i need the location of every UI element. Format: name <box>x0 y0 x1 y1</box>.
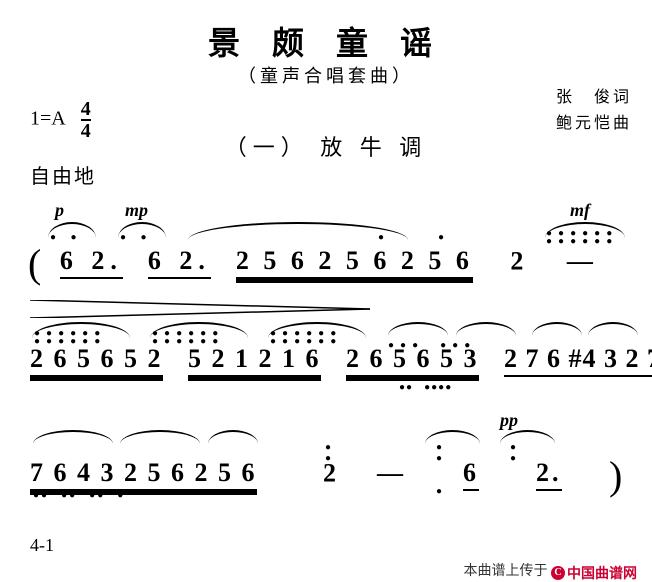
slur <box>500 430 555 444</box>
upload-label: 本曲谱上传于 <box>464 564 548 579</box>
dash: — <box>377 458 406 487</box>
lyricist: 张 俊词 <box>556 85 632 111</box>
dynamic-pp: pp <box>500 410 518 431</box>
slur <box>588 322 638 336</box>
note-group: 6 2. <box>60 246 123 279</box>
credits: 张 俊词 鲍元恺曲 <box>556 85 632 136</box>
note-group: 5 2 1 2 1 6 <box>188 344 321 377</box>
brand-text: 中国曲谱网 <box>567 563 637 582</box>
slur <box>188 222 408 240</box>
page-number: 4-1 <box>30 535 54 556</box>
note-group: 2 6 5 6 5 3 <box>346 344 479 377</box>
dynamic-mf: mf <box>570 200 590 221</box>
section-title: （一） 放 牛 调 <box>0 130 652 162</box>
notation-row-1: ( 6 2. 6 2. 2 5 6 2 5 6 2 5 6 2 — 5 2 1 … <box>28 240 652 287</box>
song-subtitle: （童声合唱套曲） <box>0 62 652 88</box>
dynamic-mp: mp <box>125 200 148 221</box>
key-label: 1=A <box>30 108 66 130</box>
sheet-page: 景 颇 童 谣 （童声合唱套曲） （一） 放 牛 调 1=A 4 4 自由地 张… <box>0 0 652 582</box>
note-group: 2 6 5 6 5 2 <box>30 344 163 377</box>
paren-close: ) <box>609 453 625 498</box>
slur <box>208 430 258 444</box>
note-group: 6 2. <box>148 246 211 279</box>
dash: — <box>567 246 599 275</box>
brand-logo-icon: C <box>551 566 565 580</box>
key-signature: 1=A 4 4 <box>30 100 91 140</box>
note: 2. <box>536 458 562 491</box>
octave-dots-low: ● <box>436 486 448 497</box>
time-den: 4 <box>81 120 91 142</box>
hairpin-decresc <box>30 300 370 318</box>
note: 6 <box>463 458 479 491</box>
note: 2 <box>323 458 339 487</box>
slur <box>456 322 516 336</box>
note-group: 2 5 6 2 5 6 2 5 6 <box>236 246 473 279</box>
song-title: 景 颇 童 谣 <box>0 18 652 64</box>
watermark: 本曲谱上传于 C 中国曲谱网 <box>464 560 638 582</box>
slur <box>33 430 113 444</box>
dynamic-p: p <box>55 200 64 221</box>
slur <box>120 430 200 444</box>
slur <box>425 430 480 444</box>
composer: 鲍元恺曲 <box>556 111 632 137</box>
note-group: 2 7 6 #4 3 2 7 6 <box>504 344 652 377</box>
notation-row-2: 2 6 5 6 5 2 5 2 1 2 1 6 2 6 5 6 5 3 2 7 … <box>30 344 652 377</box>
brand: C 中国曲谱网 <box>551 563 637 582</box>
note: 2 <box>510 246 529 275</box>
tempo-marking: 自由地 <box>30 160 96 189</box>
octave-dots-low: ●● ●● ●● ● <box>33 486 125 501</box>
octave-dots-low: ●● ●●●● <box>388 378 452 393</box>
paren-open: ( <box>28 241 47 286</box>
slur <box>388 322 448 336</box>
slur <box>532 322 582 336</box>
time-num: 4 <box>81 98 91 120</box>
